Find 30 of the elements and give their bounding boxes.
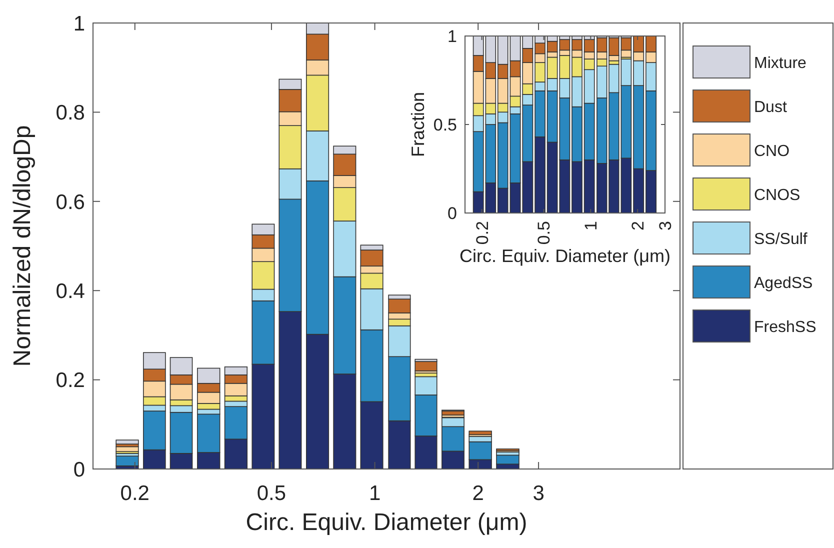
legend-label: CNO <box>754 143 790 160</box>
y-tick-label: 0.4 <box>56 280 86 303</box>
x-axis-title: Circ. Equiv. Diameter (μm) <box>246 509 528 536</box>
y-tick-label: 1 <box>448 26 457 46</box>
y-tick-label: 0 <box>448 204 457 223</box>
legend-label: CNOS <box>754 187 800 204</box>
x-tick-label: 3 <box>656 221 675 230</box>
legend-label: Mixture <box>754 55 807 72</box>
legend-label: Dust <box>754 99 788 116</box>
x-tick-label: 1 <box>368 482 381 505</box>
y-tick-label: 0.5 <box>433 115 457 134</box>
y-tick-label: 0 <box>73 458 85 482</box>
x-tick-label: 3 <box>532 482 544 505</box>
x-tick-label: 0.2 <box>120 482 150 505</box>
x-tick-label: 0.5 <box>256 482 286 505</box>
legend-label: AgedSS <box>754 275 813 292</box>
x-tick-label: 1 <box>582 221 601 230</box>
y-tick-label: 0.2 <box>56 369 85 392</box>
y-tick-label: 0.8 <box>56 102 85 125</box>
legend-label: FreshSS <box>754 319 816 336</box>
legend-label: SS/Sulf <box>754 231 808 248</box>
x-axis-title: Circ. Equiv. Diameter (μm) <box>459 246 671 266</box>
y-tick-label: 0.6 <box>56 190 85 214</box>
x-tick-label: 0.5 <box>534 221 554 245</box>
y-axis-title: Normalized dN/dlogDp <box>9 125 36 367</box>
x-tick-label: 0.2 <box>472 221 492 245</box>
y-axis-title: Fraction <box>408 92 428 158</box>
x-tick-label: 2 <box>628 221 648 230</box>
x-tick-label: 2 <box>472 482 484 505</box>
y-tick-label: 1 <box>73 12 85 36</box>
